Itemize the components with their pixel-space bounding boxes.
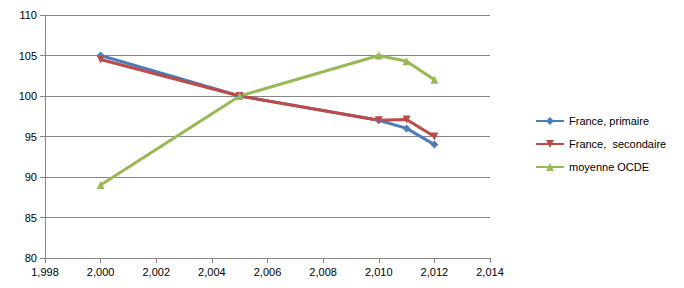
svg-text:85: 85 xyxy=(25,212,37,224)
svg-text:1,998: 1,998 xyxy=(31,266,59,278)
svg-text:2,006: 2,006 xyxy=(254,266,282,278)
svg-text:2,000: 2,000 xyxy=(87,266,115,278)
svg-text:110: 110 xyxy=(19,9,37,21)
svg-text:2,012: 2,012 xyxy=(421,266,449,278)
svg-text:105: 105 xyxy=(19,50,37,62)
svg-text:90: 90 xyxy=(25,171,37,183)
svg-text:2,008: 2,008 xyxy=(309,266,337,278)
svg-text:80: 80 xyxy=(25,252,37,264)
svg-text:2,002: 2,002 xyxy=(142,266,170,278)
svg-text:2,014: 2,014 xyxy=(476,266,504,278)
svg-text:2,010: 2,010 xyxy=(365,266,393,278)
svg-text:moyenne OCDE: moyenne OCDE xyxy=(569,161,649,173)
svg-text:France, primaire: France, primaire xyxy=(569,115,649,127)
svg-text:95: 95 xyxy=(25,131,37,143)
svg-text:100: 100 xyxy=(19,90,37,102)
svg-text:France, secondaire: France, secondaire xyxy=(569,138,666,150)
svg-text:2,004: 2,004 xyxy=(198,266,226,278)
